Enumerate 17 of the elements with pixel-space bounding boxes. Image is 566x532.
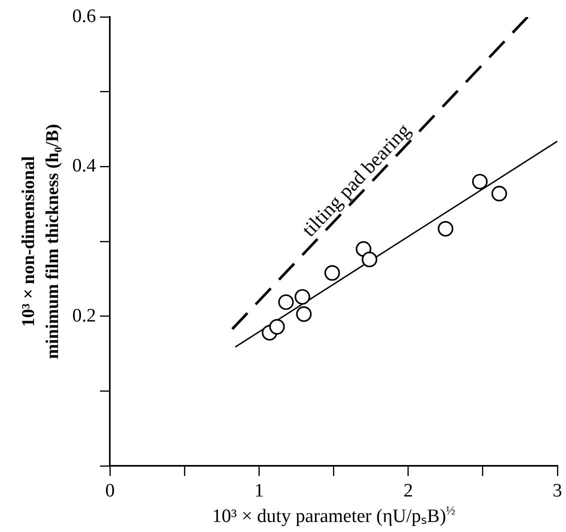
y-tick-label: 0.4 [72,156,96,177]
point [438,220,454,237]
point [269,319,285,335]
x-tick-label: 0 [105,480,115,502]
point [296,306,312,322]
point [294,289,310,305]
point [324,265,340,281]
x-tick-label: 3 [552,480,562,502]
y-tick-label: 0.6 [72,6,96,27]
point [491,186,508,202]
x-tick-label: 2 [404,480,414,502]
y-axis-title: 10³ × non-dimensional minimum film thickness (h₀/B) [18,124,62,359]
y-tick-label: 0.2 [72,305,96,326]
point [362,252,378,268]
x-tick-label: 1 [254,480,264,502]
point [278,294,294,310]
point [472,174,488,190]
